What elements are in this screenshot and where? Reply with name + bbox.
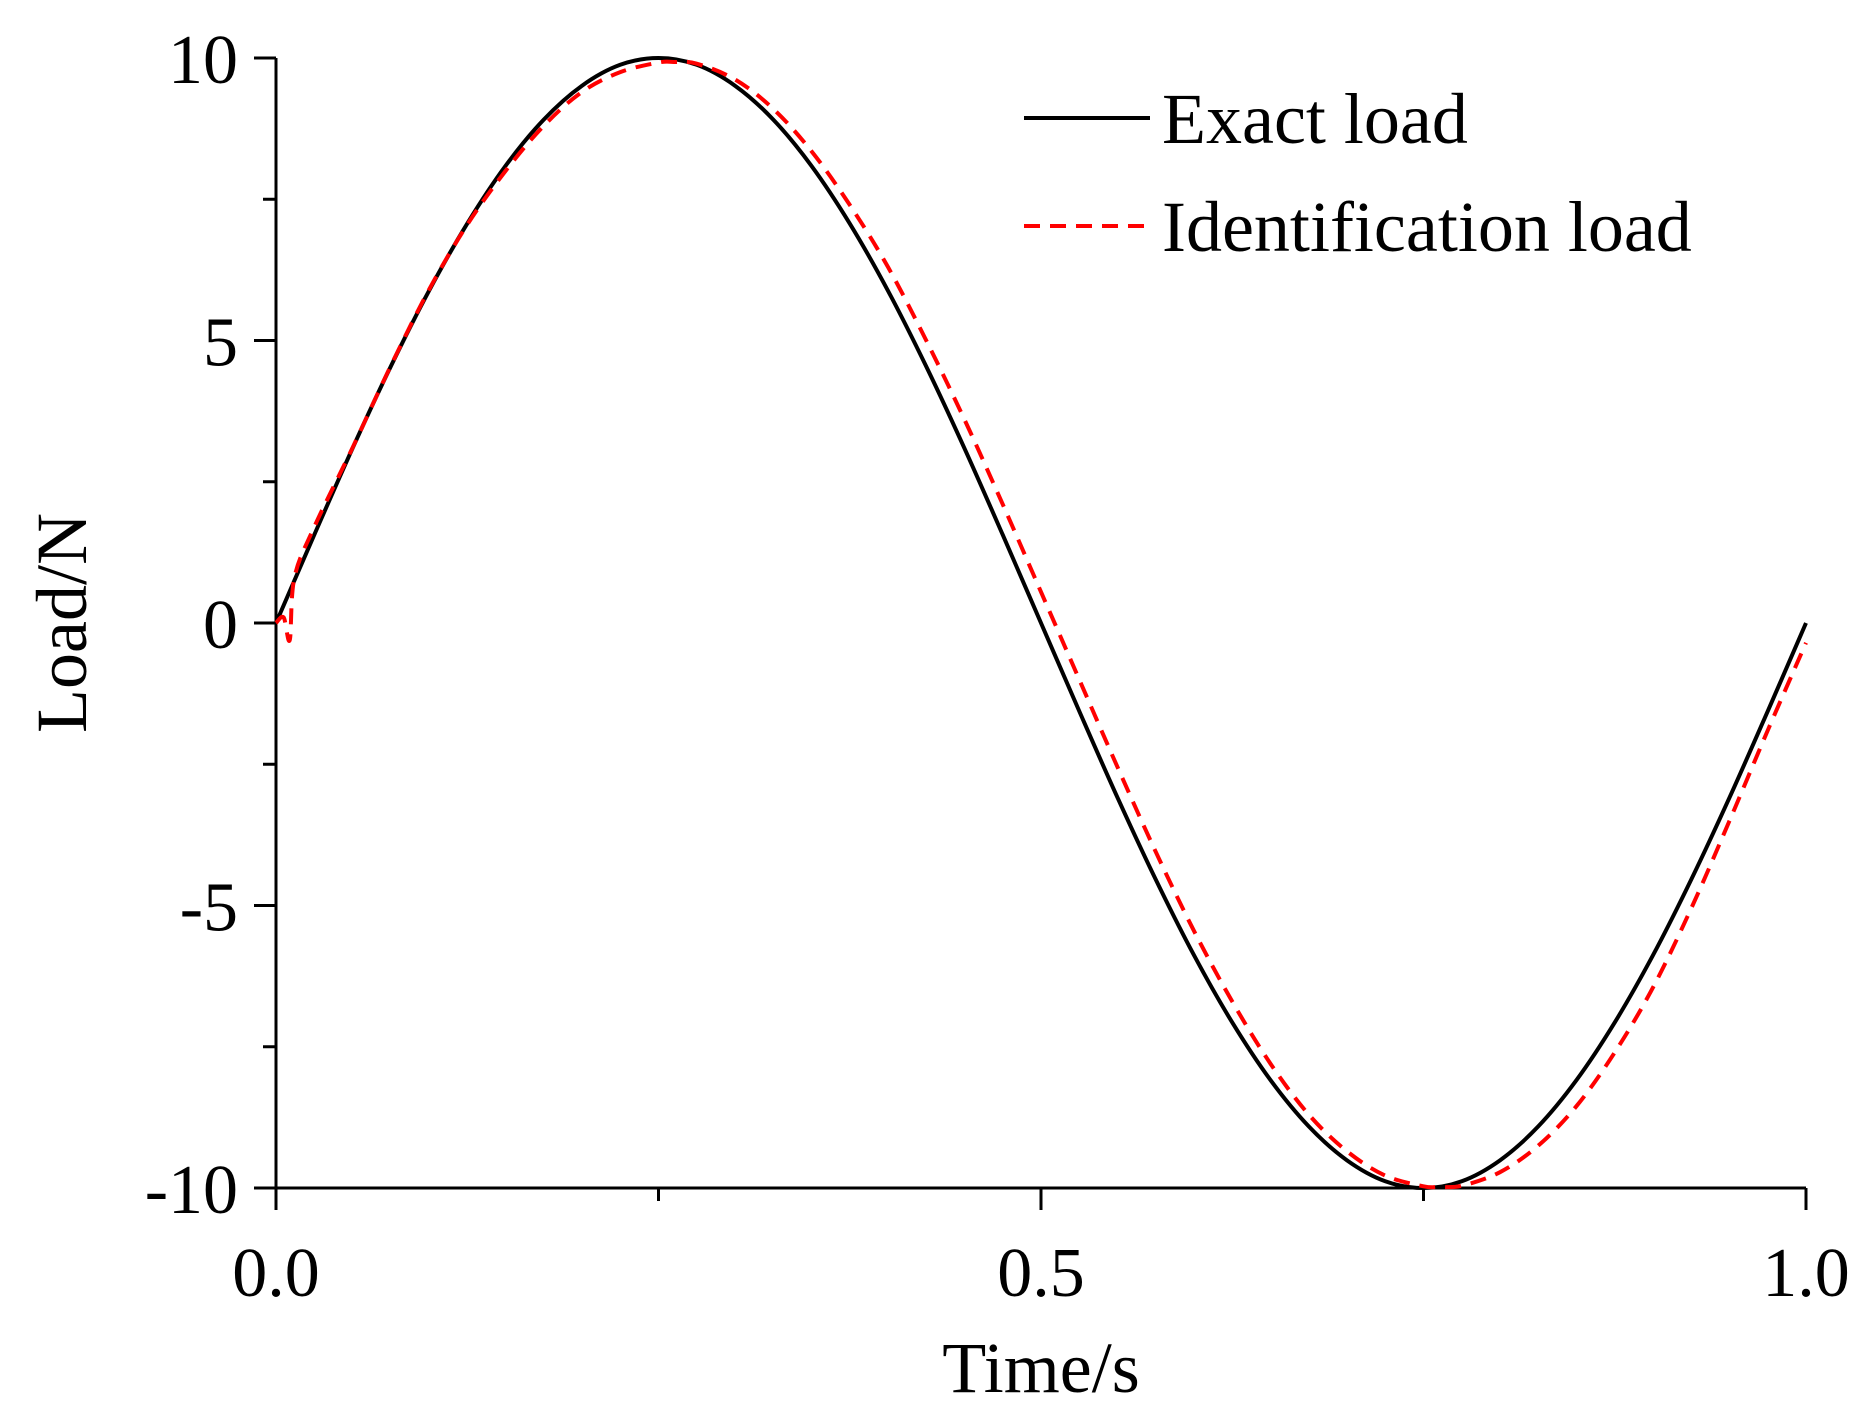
y-tick-label-2: 0 bbox=[203, 587, 238, 664]
y-tick-label-1: 5 bbox=[203, 305, 238, 382]
y-tick-label-0: 10 bbox=[168, 22, 238, 99]
axes: 10 5 0 -5 -100.0 0.5 1.0 bbox=[145, 22, 1850, 1312]
y-tick-label-4: -10 bbox=[145, 1152, 238, 1229]
x-axis-title: Time/s bbox=[942, 1328, 1139, 1406]
y-axis-title: Load/N bbox=[22, 513, 102, 733]
series-line-exact-load bbox=[274, 56, 1808, 1190]
x-tick-label-0: 0.0 bbox=[232, 1235, 320, 1312]
legend-label-0: Exact load bbox=[1162, 79, 1468, 159]
legend-label-1: Identification load bbox=[1162, 187, 1692, 267]
legend: Exact load Identification load bbox=[1024, 79, 1692, 267]
y-tick-label-3: -5 bbox=[180, 870, 238, 947]
series-line-identification-load bbox=[274, 59, 1808, 1190]
plot-area bbox=[274, 56, 1808, 1190]
x-tick-label-1: 0.5 bbox=[997, 1235, 1085, 1312]
x-tick-label-2: 1.0 bbox=[1762, 1235, 1850, 1312]
